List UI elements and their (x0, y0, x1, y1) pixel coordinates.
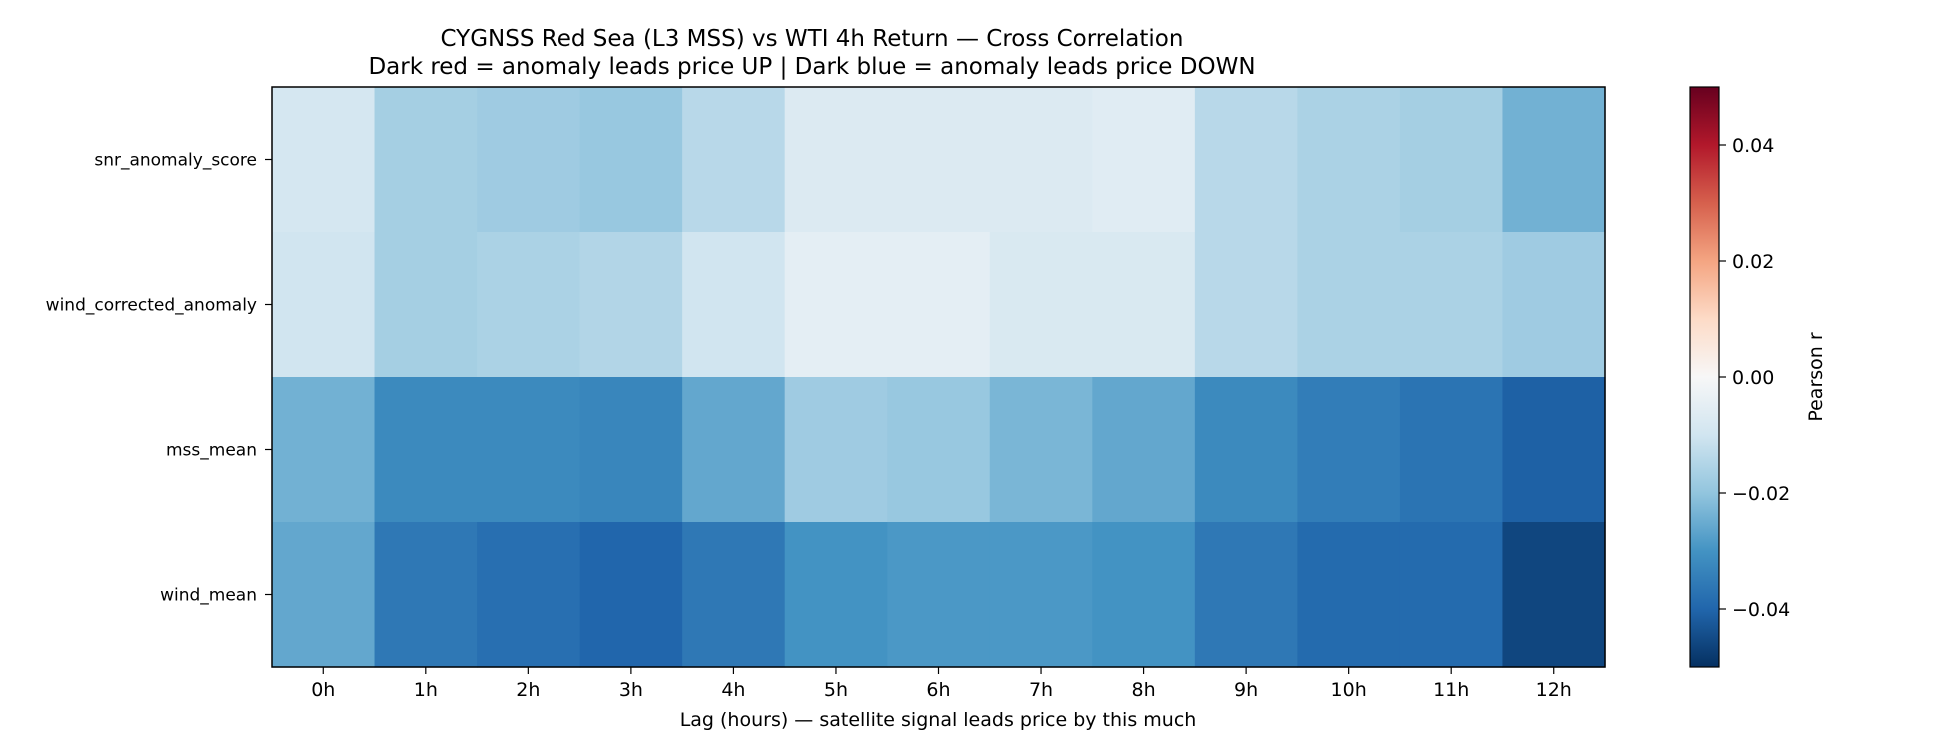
heatmap-cell (1399, 232, 1504, 378)
y-tick-label: mss_mean (166, 441, 257, 461)
x-tick-label: 8h (1132, 679, 1156, 701)
heatmap-cell (682, 377, 786, 523)
heatmap-cell (1092, 377, 1196, 523)
colorbar-tick-label: −0.04 (1732, 599, 1790, 621)
colorbar-label: Pearson r (1805, 332, 1827, 422)
heatmap-cell (374, 87, 478, 233)
y-axis-ticks: snr_anomaly_score wind_corrected_anomalym… (46, 151, 272, 606)
heatmap-cell (1194, 87, 1298, 233)
heatmap-cell (1194, 377, 1298, 523)
heatmap-cell (989, 377, 1093, 523)
heatmap-cell (1502, 377, 1606, 523)
heatmap-cell (989, 522, 1093, 668)
colorbar-ticks: −0.04 −0.02 0.00 0.02 0.04 (1719, 135, 1790, 621)
x-tick-label: 10h (1331, 679, 1367, 701)
x-tick-label: 1h (414, 679, 438, 701)
heatmap-cell (1297, 87, 1401, 233)
x-tick-label: 6h (926, 679, 950, 701)
heatmap-cell (1399, 87, 1504, 233)
heatmap-cell (1399, 377, 1504, 523)
colorbar-tick-label: 0.02 (1732, 251, 1774, 273)
x-tick-label: 12h (1536, 679, 1572, 701)
heatmap-cell (887, 87, 991, 233)
heatmap-cell (682, 232, 786, 378)
heatmap-cell (579, 522, 683, 668)
x-tick-label: 2h (516, 679, 540, 701)
heatmap-cell (1502, 522, 1606, 668)
x-tick-label: 0h (311, 679, 335, 701)
x-axis-label: Lag (hours) — satellite signal leads pri… (680, 709, 1197, 731)
heatmap-cell (887, 522, 991, 668)
heatmap-cell (477, 522, 581, 668)
heatmap-cell (1194, 232, 1298, 378)
heatmap-cell (1399, 522, 1504, 668)
heatmap-cell (579, 87, 683, 233)
y-tick-label: wind_corrected_anomaly (46, 296, 257, 316)
x-tick-label: 9h (1234, 679, 1258, 701)
heatmap-cell (477, 377, 581, 523)
x-tick-label: 4h (721, 679, 745, 701)
heatmap-cell (1092, 522, 1196, 668)
colorbar-tick-label: −0.02 (1732, 483, 1790, 505)
heatmap-cell (784, 232, 888, 378)
colorbar (1689, 86, 1720, 668)
heatmap-cell (374, 522, 478, 668)
heatmap-cell (374, 232, 478, 378)
x-tick-label: 3h (619, 679, 643, 701)
heatmap-cell (1297, 377, 1401, 523)
heatmap-cell (1297, 522, 1401, 668)
heatmap-cell (272, 232, 376, 378)
x-tick-label: 11h (1433, 679, 1469, 701)
heatmap-cell (272, 522, 376, 668)
heatmap-cell (374, 377, 478, 523)
heatmap-cell (887, 377, 991, 523)
heatmap-cell (1092, 87, 1196, 233)
x-tick-label: 5h (824, 679, 848, 701)
heatmap-cell (1502, 87, 1606, 233)
y-tick-label: wind_mean (160, 586, 257, 606)
heatmap-cell (682, 522, 786, 668)
heatmap-cell (1194, 522, 1298, 668)
colorbar-tick-label: 0.04 (1732, 135, 1774, 157)
heatmap-cells (272, 87, 1606, 668)
heatmap-cell (1502, 232, 1606, 378)
y-tick-label: snr_anomaly_score (94, 151, 257, 171)
heatmap-cell (784, 377, 888, 523)
heatmap-cell (784, 522, 888, 668)
heatmap-cell (272, 87, 376, 233)
heatmap-cell (989, 87, 1093, 233)
heatmap-cell (272, 377, 376, 523)
heatmap-cell (887, 232, 991, 378)
chart-title: CYGNSS Red Sea (L3 MSS) vs WTI 4h Return… (441, 26, 1184, 52)
heatmap-cell (477, 232, 581, 378)
heatmap-cell (477, 87, 581, 233)
x-tick-label: 7h (1029, 679, 1053, 701)
heatmap-cell (1092, 232, 1196, 378)
chart-subtitle: Dark red = anomaly leads price UP | Dark… (368, 54, 1255, 80)
heatmap-cell (989, 232, 1093, 378)
colorbar-tick-label: 0.00 (1732, 367, 1774, 389)
heatmap-cell (579, 377, 683, 523)
x-axis-ticks: 0h 1h 2h 3h 4h 5h 6h 7h 8h 9h 10h 11h 12h (311, 667, 1572, 701)
heatmap-cell (784, 87, 888, 233)
heatmap-frame (271, 86, 1606, 668)
heatmap-cell (682, 87, 786, 233)
heatmap-cell (579, 232, 683, 378)
heatmap-cell (1297, 232, 1401, 378)
